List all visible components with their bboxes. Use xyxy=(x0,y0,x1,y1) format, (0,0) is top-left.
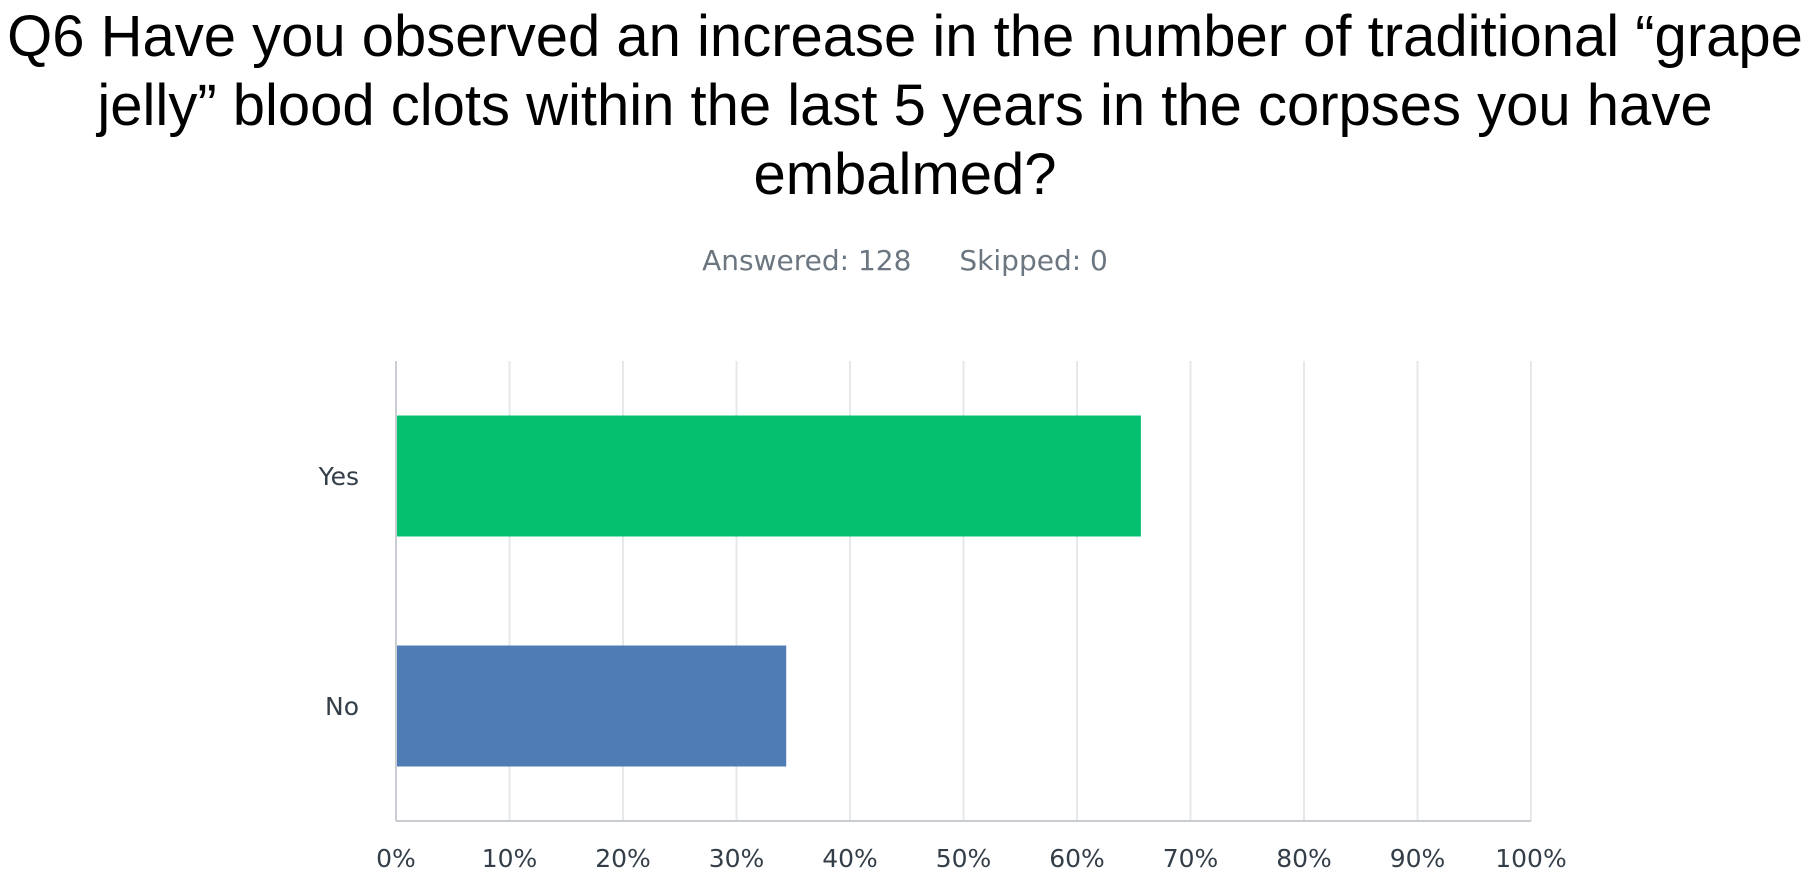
response-stats: Answered: 128 Skipped: 0 xyxy=(0,244,1810,277)
x-tick-label: 70% xyxy=(1163,844,1219,873)
x-tick-label: 90% xyxy=(1390,844,1446,873)
skipped-count: Skipped: 0 xyxy=(959,244,1108,277)
labels: 0% 10% 20% 30% 40% 50% 60% 70% 80% 90% 100% Yes No xyxy=(318,462,1567,873)
answered-count: Answered: 128 xyxy=(702,244,912,277)
x-tick-label: 0% xyxy=(376,844,416,873)
category-label: Yes xyxy=(318,462,359,491)
x-tick-label: 10% xyxy=(482,844,538,873)
category-label: No xyxy=(325,692,359,721)
axes xyxy=(395,361,1531,822)
x-tick-label: 40% xyxy=(822,844,878,873)
bar-yes[interactable] xyxy=(396,415,1141,537)
question-title: Q6 Have you observed an increase in the … xyxy=(7,4,1803,207)
x-tick-label: 100% xyxy=(1495,844,1566,873)
x-tick-label: 50% xyxy=(936,844,992,873)
x-tick-label: 60% xyxy=(1049,844,1105,873)
bar-no[interactable] xyxy=(396,645,787,767)
bars xyxy=(396,415,1141,767)
x-tick-label: 80% xyxy=(1276,844,1332,873)
x-tick-label: 30% xyxy=(709,844,765,873)
x-tick-label: 20% xyxy=(595,844,651,873)
